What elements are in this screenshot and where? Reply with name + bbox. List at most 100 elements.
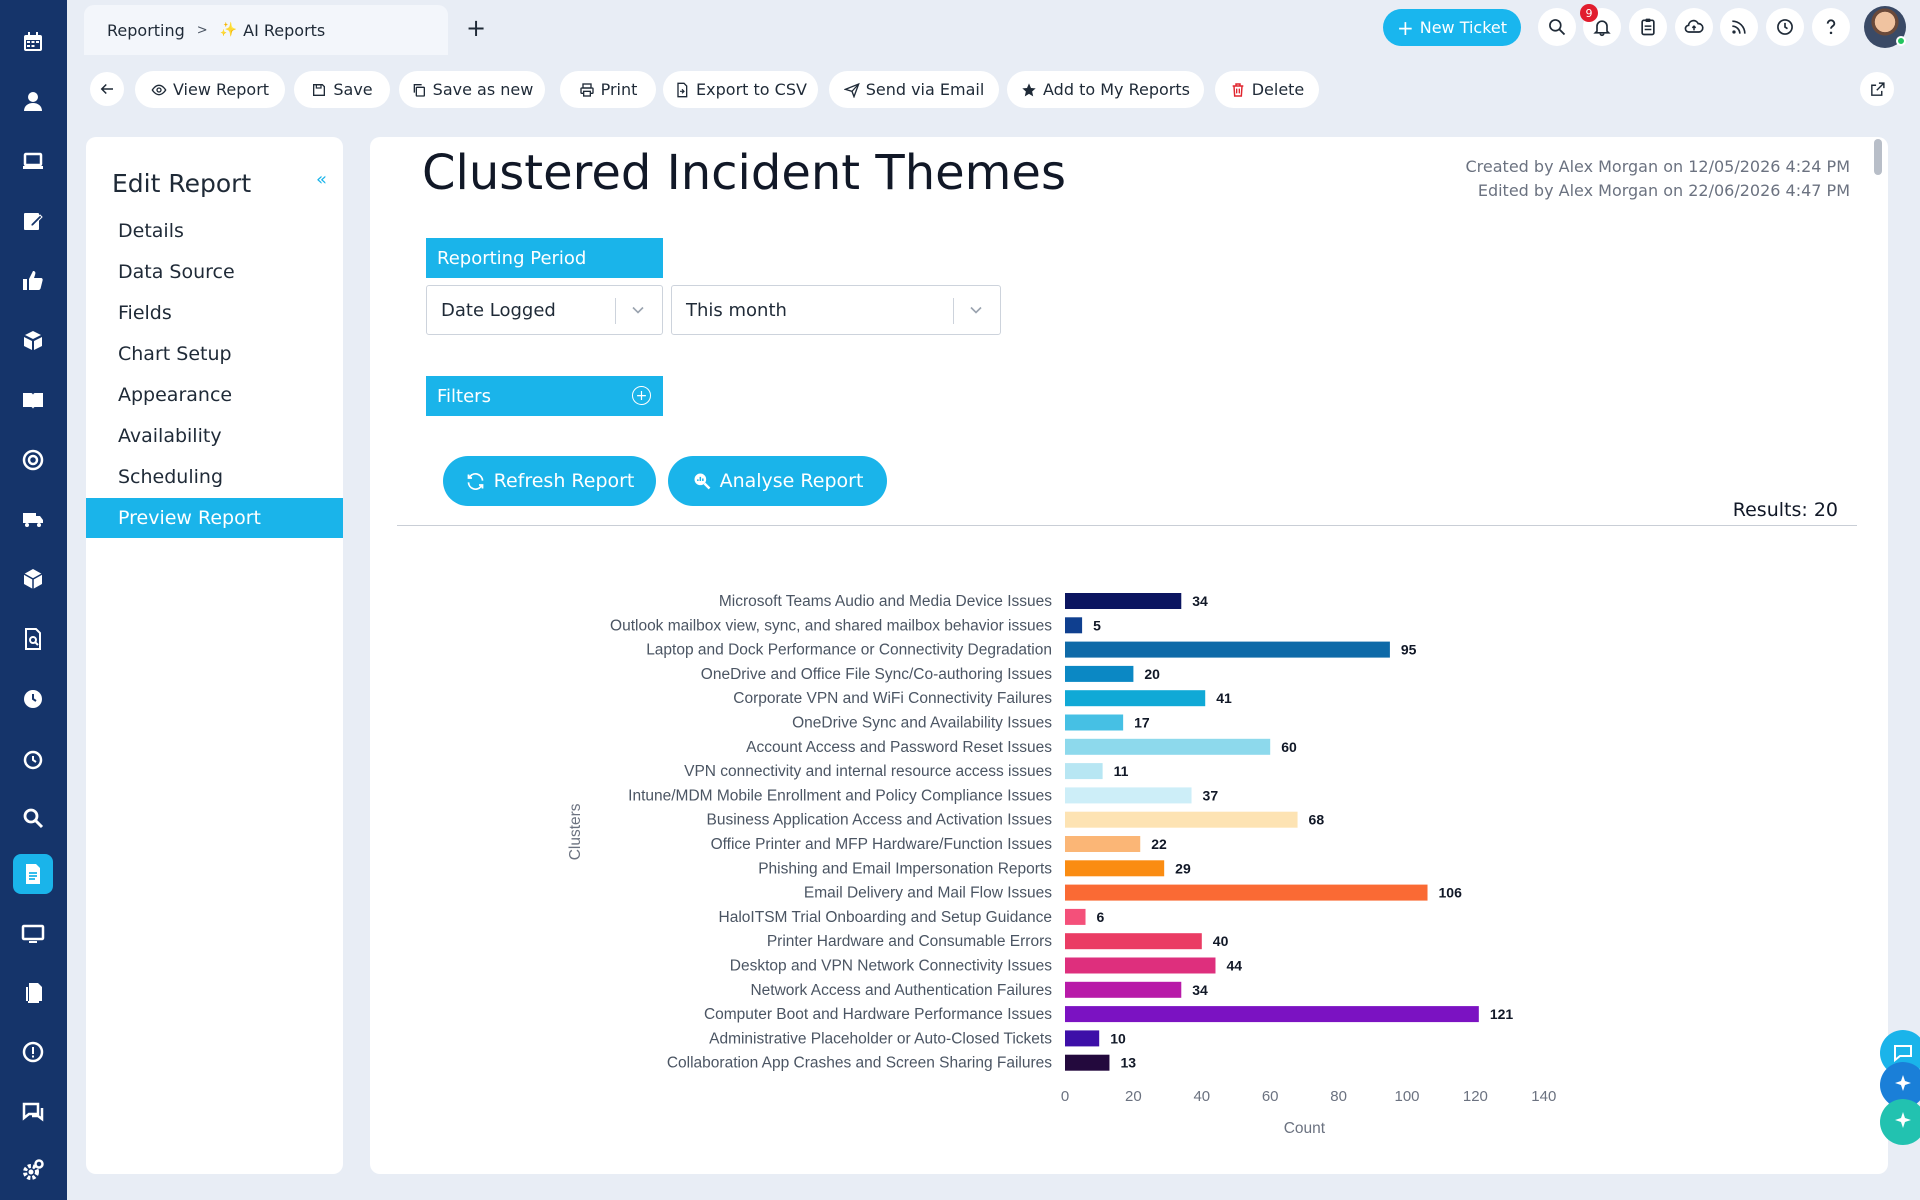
sidebar-item-preview-report[interactable]: Preview Report bbox=[86, 498, 343, 538]
nav-rail bbox=[0, 0, 67, 1200]
bar bbox=[1065, 787, 1192, 804]
boxes-icon[interactable] bbox=[13, 320, 53, 360]
analyse-report-button[interactable]: Analyse Report bbox=[668, 456, 887, 506]
document-search-icon[interactable] bbox=[13, 619, 53, 659]
bar bbox=[1065, 836, 1141, 852]
save-as-new-button[interactable]: Save as new bbox=[399, 71, 545, 108]
sidebar-item-label: Appearance bbox=[118, 384, 233, 406]
reporting-period-header[interactable]: Reporting Period bbox=[426, 238, 663, 278]
sidebar-item-fields[interactable]: Fields bbox=[86, 293, 343, 333]
period-select[interactable]: This month bbox=[671, 285, 1001, 335]
rss-feed-icon[interactable] bbox=[1720, 8, 1758, 46]
reports-icon[interactable] bbox=[13, 854, 53, 894]
data-label: 121 bbox=[1490, 1006, 1514, 1022]
add-tab-button[interactable]: + bbox=[466, 14, 487, 42]
data-label: 11 bbox=[1114, 763, 1129, 779]
sidebar-item-availability[interactable]: Availability bbox=[86, 416, 343, 456]
cloud-upload-icon[interactable] bbox=[1675, 8, 1713, 46]
report-meta: Created by Alex Morgan on 12/05/2026 4:2… bbox=[1466, 155, 1851, 203]
history-icon[interactable] bbox=[1766, 8, 1804, 46]
back-button[interactable] bbox=[90, 72, 124, 106]
scrollbar[interactable] bbox=[1874, 139, 1882, 175]
category-label: HaloITSM Trial Onboarding and Setup Guid… bbox=[719, 909, 1052, 926]
thumbs-up-icon[interactable] bbox=[13, 261, 53, 301]
export-csv-label: Export to CSV bbox=[696, 80, 807, 99]
category-label: Administrative Placeholder or Auto-Close… bbox=[709, 1030, 1052, 1047]
save-button[interactable]: Save bbox=[294, 71, 390, 108]
x-tick-label: 20 bbox=[1125, 1088, 1142, 1105]
laptop-icon[interactable] bbox=[13, 141, 53, 181]
user-icon[interactable] bbox=[13, 81, 53, 121]
category-label: Account Access and Password Reset Issues bbox=[746, 739, 1052, 756]
search-icon[interactable] bbox=[13, 798, 53, 838]
timer-icon[interactable] bbox=[13, 739, 53, 779]
open-external-button[interactable] bbox=[1860, 72, 1894, 106]
data-label: 34 bbox=[1192, 982, 1208, 998]
add-filter-icon[interactable]: + bbox=[632, 386, 651, 405]
sidebar-item-details[interactable]: Details bbox=[86, 211, 343, 251]
new-ticket-label: New Ticket bbox=[1419, 18, 1508, 37]
category-label: Corporate VPN and WiFi Connectivity Fail… bbox=[733, 690, 1052, 707]
package-icon[interactable] bbox=[13, 559, 53, 599]
view-report-label: View Report bbox=[172, 80, 270, 99]
sidebar-item-label: Scheduling bbox=[118, 466, 224, 488]
add-to-my-reports-button[interactable]: Add to My Reports bbox=[1007, 71, 1204, 108]
documents-icon[interactable] bbox=[13, 973, 53, 1013]
category-label: Business Application Access and Activati… bbox=[706, 812, 1052, 829]
alert-icon[interactable] bbox=[13, 1032, 53, 1072]
data-label: 13 bbox=[1120, 1055, 1136, 1071]
period-value: This month bbox=[686, 299, 787, 321]
calendar-icon[interactable] bbox=[13, 22, 53, 62]
printer-icon bbox=[579, 82, 594, 97]
save-as-new-label: Save as new bbox=[432, 80, 534, 99]
data-label: 40 bbox=[1213, 933, 1229, 949]
collapse-panel-icon[interactable]: « bbox=[316, 169, 328, 190]
x-tick-label: 80 bbox=[1330, 1088, 1347, 1105]
export-csv-button[interactable]: Export to CSV bbox=[663, 71, 818, 108]
category-label: OneDrive and Office File Sync/Co-authori… bbox=[701, 666, 1052, 683]
new-ticket-button[interactable]: + New Ticket bbox=[1383, 9, 1521, 46]
delete-button[interactable]: Delete bbox=[1215, 71, 1319, 108]
ai-helper-button[interactable] bbox=[1880, 1099, 1920, 1145]
sidebar-item-appearance[interactable]: Appearance bbox=[86, 375, 343, 415]
help-icon[interactable] bbox=[1812, 8, 1850, 46]
breadcrumb: Reporting > ✨ AI Reports bbox=[84, 5, 448, 55]
breadcrumb-reporting[interactable]: Reporting bbox=[107, 20, 185, 40]
filters-header[interactable]: Filters + bbox=[426, 376, 663, 416]
truck-icon[interactable] bbox=[13, 499, 53, 539]
date-field-select[interactable]: Date Logged bbox=[426, 285, 663, 335]
refresh-report-button[interactable]: Refresh Report bbox=[443, 456, 656, 506]
chat-icon[interactable] bbox=[13, 1091, 53, 1131]
bar bbox=[1065, 665, 1134, 682]
sidebar-item-scheduling[interactable]: Scheduling bbox=[86, 457, 343, 497]
book-icon[interactable] bbox=[13, 380, 53, 420]
page-title: Clustered Incident Themes bbox=[422, 145, 1066, 201]
view-report-button[interactable]: View Report bbox=[135, 71, 285, 108]
sidebar-item-label: Data Source bbox=[118, 261, 235, 283]
category-label: Intune/MDM Mobile Enrollment and Policy … bbox=[628, 787, 1052, 804]
send-email-button[interactable]: Send via Email bbox=[829, 71, 999, 108]
sidebar-item-chart-setup[interactable]: Chart Setup bbox=[86, 334, 343, 374]
copy-icon bbox=[413, 83, 425, 97]
x-tick-label: 40 bbox=[1193, 1088, 1210, 1105]
target-icon[interactable] bbox=[13, 440, 53, 480]
chat-icon bbox=[1894, 1045, 1912, 1063]
settings-icon[interactable] bbox=[13, 1150, 53, 1190]
monitor-icon[interactable] bbox=[13, 914, 53, 954]
edit-document-icon[interactable] bbox=[13, 201, 53, 241]
search-icon[interactable] bbox=[1538, 8, 1576, 46]
print-button[interactable]: Print bbox=[560, 71, 656, 108]
x-tick-label: 140 bbox=[1531, 1088, 1556, 1105]
bar bbox=[1065, 860, 1165, 877]
sidebar-item-label: Chart Setup bbox=[118, 343, 232, 365]
clock-icon[interactable] bbox=[13, 679, 53, 719]
sidebar-item-label: Fields bbox=[118, 302, 172, 324]
category-label: OneDrive Sync and Availability Issues bbox=[792, 715, 1052, 732]
sidebar-item-data-source[interactable]: Data Source bbox=[86, 252, 343, 292]
clipboard-icon[interactable] bbox=[1629, 8, 1667, 46]
print-label: Print bbox=[600, 80, 638, 99]
notification-badge: 9 bbox=[1580, 4, 1598, 22]
x-tick-label: 0 bbox=[1061, 1088, 1069, 1105]
add-to-my-reports-label: Add to My Reports bbox=[1043, 80, 1190, 99]
data-label: 5 bbox=[1093, 617, 1101, 633]
